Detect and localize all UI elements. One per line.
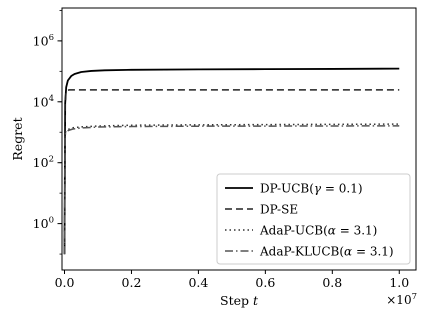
- x-tick-label-0: 0.0: [55, 275, 75, 290]
- legend-label-3: AdaP-UCB(α = 3.1): [259, 224, 377, 238]
- x-offset-base: ×10: [386, 293, 411, 307]
- y-axis-label: Regret: [10, 117, 25, 160]
- legend-label-math-rest-1: = 0.1): [321, 182, 362, 196]
- legend-label-text-4: AdaP-KLUCB(: [259, 245, 344, 259]
- series-line-4: [63, 125, 400, 255]
- y-tick-label-0: 100: [33, 216, 54, 232]
- x-axis-label: Step t: [220, 293, 259, 308]
- x-tick-label-1: 0.2: [122, 275, 142, 290]
- legend-label-text-3: AdaP-UCB(: [259, 224, 328, 238]
- x-tick-label-4: 0.8: [322, 275, 342, 290]
- y-tick-base-3: 10: [33, 33, 49, 48]
- series-line-3: [63, 123, 400, 255]
- legend-label-2: DP-SE: [260, 203, 298, 217]
- legend-label-1: DP-UCB(γ = 0.1): [260, 182, 363, 196]
- y-tick-exp-0: 0: [49, 216, 54, 226]
- plot-layer: [63, 67, 400, 255]
- legend-label-math-rest-3: = 3.1): [336, 224, 377, 238]
- y-tick-base-1: 10: [33, 155, 49, 170]
- x-axis-offset-label: ×107: [386, 292, 417, 307]
- legend-label-text-2: DP-SE: [260, 203, 298, 217]
- legend-box: [216, 173, 411, 265]
- legend-label-math-rest-4: = 3.1): [352, 245, 393, 259]
- legend-label-text-1: DP-UCB(: [260, 182, 314, 196]
- x-tick-label-3: 0.6: [255, 275, 275, 290]
- y-tick-exp-2: 4: [49, 94, 54, 104]
- y-tick-base-0: 10: [33, 216, 49, 231]
- series-line-1: [63, 67, 400, 255]
- y-tick-exp-3: 6: [49, 33, 54, 43]
- x-axis: 0.0 0.2 0.4 0.6 0.8 1.0: [55, 270, 409, 290]
- legend-label-math-var-1: γ: [314, 182, 322, 196]
- series-line-2: [63, 89, 400, 255]
- x-axis-label-text: Step: [220, 293, 253, 308]
- y-tick-label-1: 102: [33, 155, 54, 171]
- plot-frame: [61, 7, 417, 271]
- y-tick-exp-1: 2: [49, 155, 54, 165]
- y-tick-base-2: 10: [33, 94, 49, 109]
- y-tick-label-2: 104: [33, 94, 54, 110]
- legend-label-4: AdaP-KLUCB(α = 3.1): [259, 245, 394, 259]
- x-axis-label-var: t: [253, 293, 259, 308]
- x-tick-label-5: 1.0: [389, 275, 409, 290]
- x-tick-label-2: 0.4: [188, 275, 208, 290]
- legend-label-math-var-3: α: [328, 224, 336, 238]
- legend-label-math-var-4: α: [344, 245, 352, 259]
- x-offset-exp: 7: [412, 292, 417, 302]
- y-tick-label-3: 106: [33, 33, 54, 49]
